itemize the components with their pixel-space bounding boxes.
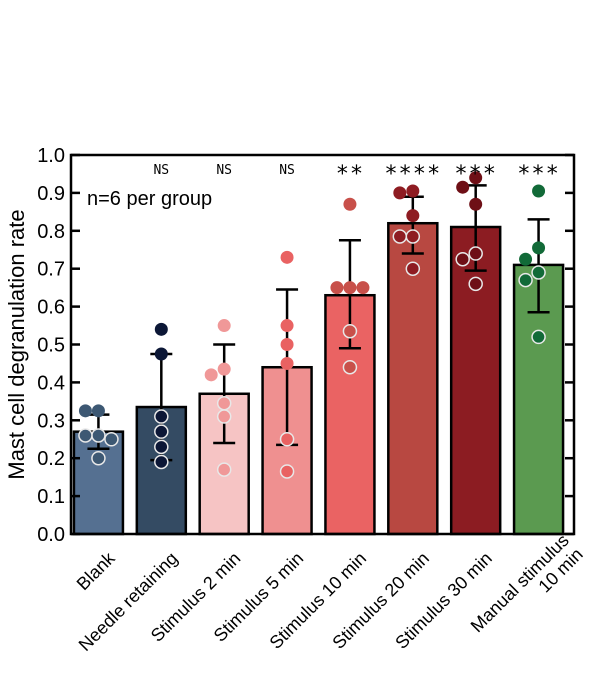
- data-point: [343, 197, 357, 211]
- x-tick-label: Manual stimulus10 min: [467, 530, 587, 650]
- data-point: [468, 276, 483, 292]
- data-point: [216, 462, 232, 477]
- y-tick-label: 0.1: [37, 486, 65, 508]
- data-point: [330, 281, 344, 295]
- data-point: [405, 261, 421, 276]
- data-point: [342, 323, 358, 339]
- data-point: [154, 409, 169, 424]
- data-point: [518, 272, 533, 288]
- data-point: [217, 319, 231, 333]
- data-point: [406, 209, 420, 223]
- data-point: [532, 241, 546, 255]
- data-point: [280, 356, 294, 370]
- data-point: [154, 439, 169, 455]
- data-point: [78, 428, 93, 443]
- data-point: [78, 404, 92, 418]
- y-tick-label: 0.7: [37, 259, 65, 281]
- y-tick-label: 0.3: [37, 410, 65, 432]
- data-point: [406, 184, 420, 198]
- data-point: [280, 319, 294, 333]
- y-tick-label: 0.0: [37, 524, 65, 546]
- y-tick-label: 0.4: [37, 372, 65, 394]
- data-point: [279, 464, 295, 479]
- y-axis-label: Mast cell degranulation rate: [4, 209, 29, 479]
- data-point: [154, 454, 169, 470]
- data-point: [204, 368, 218, 382]
- axes: [69, 153, 576, 536]
- data-point: [519, 252, 533, 266]
- data-point: [279, 432, 295, 447]
- x-tick-label-line: Blank: [73, 547, 120, 594]
- data-point: [154, 347, 168, 361]
- data-point: [392, 229, 408, 244]
- sample-size-annotation: n=6 per group: [87, 188, 212, 210]
- data-point: [356, 281, 370, 295]
- y-tick-label: 1.0: [37, 145, 65, 167]
- data-point: [531, 265, 546, 280]
- significance-marker: ****: [384, 162, 441, 187]
- data-points: [78, 171, 546, 479]
- significance-marker: NS: [279, 163, 295, 178]
- y-tick-label: 0.9: [37, 183, 65, 205]
- data-point: [280, 338, 294, 351]
- data-point: [531, 329, 546, 345]
- data-point: [154, 424, 169, 439]
- significance-marker: NS: [216, 163, 232, 178]
- data-point: [91, 428, 106, 443]
- y-tick-label: 0.2: [37, 448, 65, 470]
- bar: [261, 365, 313, 536]
- data-point: [393, 186, 407, 200]
- y-tick-label: 0.6: [37, 297, 65, 319]
- data-point: [456, 180, 470, 194]
- bar: [449, 225, 502, 536]
- data-point: [217, 362, 231, 376]
- data-point: [280, 250, 294, 264]
- data-point: [91, 450, 106, 466]
- data-point: [216, 409, 232, 424]
- data-point: [469, 197, 483, 211]
- x-tick-label: Blank: [73, 547, 120, 594]
- data-point: [405, 229, 421, 244]
- significance-marker: ***: [454, 162, 497, 187]
- data-point: [216, 395, 232, 411]
- significance-marker: NS: [153, 163, 169, 178]
- data-point: [104, 432, 119, 447]
- data-point: [455, 251, 470, 267]
- data-point: [532, 184, 546, 198]
- y-tick-label: 0.5: [37, 335, 65, 357]
- data-point: [343, 281, 357, 295]
- data-point: [469, 171, 483, 185]
- data-point: [91, 404, 105, 418]
- data-point: [342, 359, 358, 375]
- data-point: [468, 246, 483, 261]
- y-tick-label: 0.8: [37, 221, 65, 243]
- data-point: [154, 322, 168, 336]
- error-bar: [213, 343, 236, 445]
- significance-marker: ***: [517, 162, 560, 187]
- significance-marker: **: [336, 162, 365, 187]
- bars: [72, 221, 565, 536]
